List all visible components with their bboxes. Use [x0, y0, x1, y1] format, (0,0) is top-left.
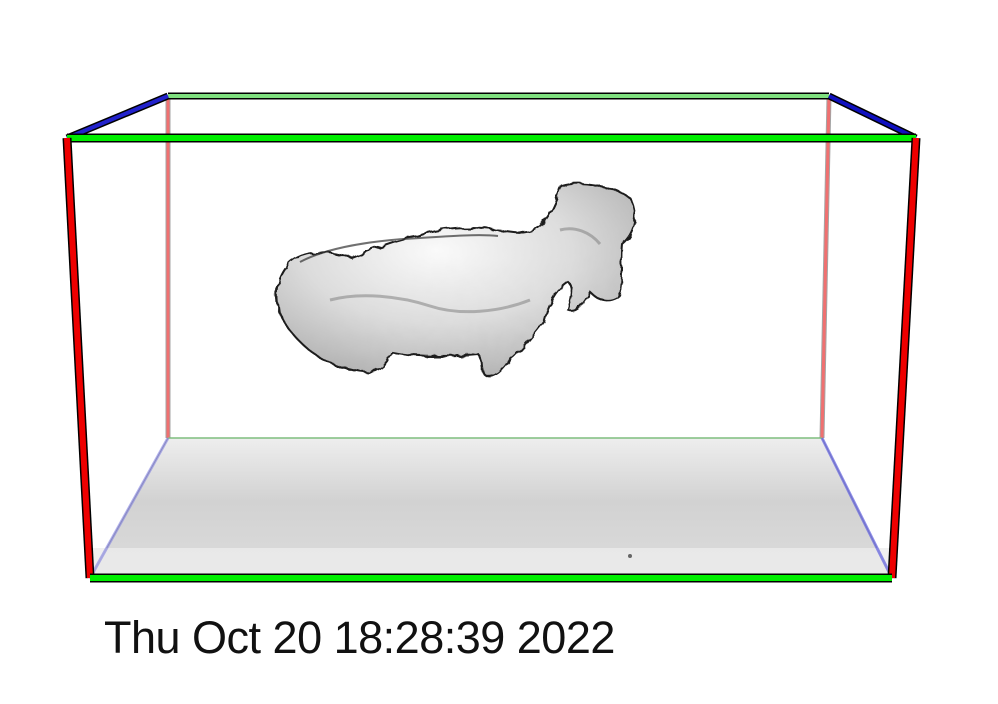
bounding-box-top-edges [65, 92, 918, 143]
timestamp-label: Thu Oct 20 18:28:39 2022 [104, 612, 615, 663]
origin-marker [628, 554, 632, 558]
bounding-box-back-edges [88, 95, 894, 579]
bounding-box-front-edges [62, 137, 921, 583]
isosurface-object[interactable] [275, 182, 637, 378]
bounding-box-floor [89, 437, 893, 579]
